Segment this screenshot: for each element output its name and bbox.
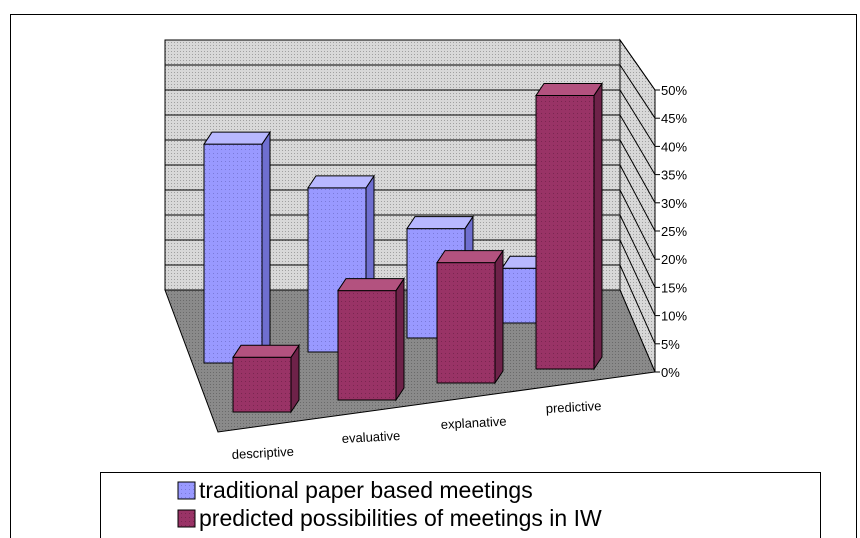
y-tick-label: 10% <box>661 309 687 324</box>
gridline-side <box>619 64 656 119</box>
bar-predicted-predictive <box>535 81 603 371</box>
bars <box>203 81 603 414</box>
legend-swatch <box>177 509 196 528</box>
legend-box <box>100 472 821 538</box>
y-tick-label: 50% <box>661 83 687 98</box>
bar-predicted-explanative <box>436 248 504 385</box>
gridline-side <box>619 164 656 232</box>
y-axis: 0% 5% 10% 15% 20% 25% 30% 35% 40% 45% 50% <box>654 83 687 380</box>
x-category-label: descriptive <box>231 444 294 462</box>
y-tick-label: 30% <box>661 196 687 211</box>
y-tick-label: 20% <box>661 252 687 267</box>
gridline-side <box>619 89 656 147</box>
gridline-side <box>619 139 656 204</box>
legend-label: predicted possibilities of meetings in I… <box>199 505 602 531</box>
x-category-label: explanative <box>440 414 506 432</box>
gridline-side <box>619 189 656 260</box>
legend-label: traditional paper based meetings <box>199 477 533 503</box>
gridline-side <box>619 39 656 91</box>
gridline-side <box>619 264 656 345</box>
x-category-label: predictive <box>545 398 601 416</box>
y-tick-label: 25% <box>661 224 687 239</box>
category-labels: descriptive evaluative explanative predicti… <box>231 398 601 462</box>
gridline-side <box>619 114 656 175</box>
bar-predicted-evaluative <box>337 276 405 402</box>
y-tick-label: 0% <box>661 365 680 380</box>
y-tick-label: 35% <box>661 168 687 183</box>
legend: traditional paper based meetingspredicte… <box>100 472 821 538</box>
y-tick-label: 15% <box>661 280 687 295</box>
legend-swatch <box>177 481 196 500</box>
bar-predicted-descriptive <box>232 343 300 414</box>
x-category-label: evaluative <box>341 428 400 446</box>
gridline-side <box>619 214 656 288</box>
y-tick-label: 40% <box>661 139 687 154</box>
bar-traditional-descriptive <box>203 130 271 365</box>
gridline-side <box>619 239 656 316</box>
y-tick-label: 5% <box>661 337 680 352</box>
y-tick-label: 45% <box>661 111 687 126</box>
